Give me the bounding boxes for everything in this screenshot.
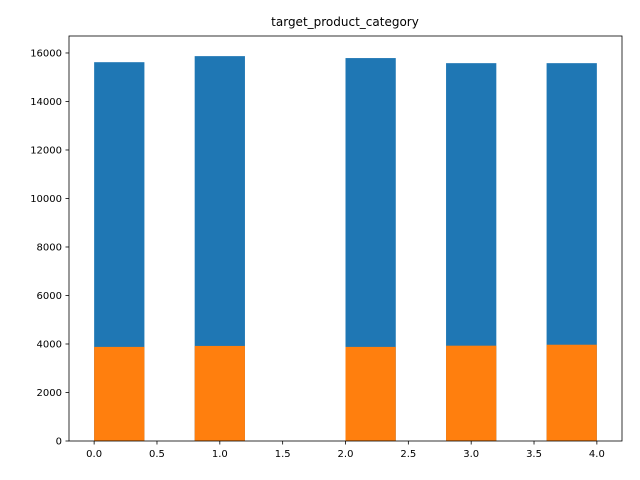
x-tick-label: 1.5 bbox=[275, 449, 291, 460]
x-tick-label: 2.0 bbox=[338, 449, 354, 460]
axes-layer: 0.0 0.5 1.0 1.5 2.0 2.5 3.0 3.5 4.0 0 2000 4000 6000… bbox=[30, 35, 623, 460]
bar-series-1-4 bbox=[546, 344, 597, 441]
x-tick-label: 0.0 bbox=[86, 449, 102, 460]
x-tick-label: 4.0 bbox=[589, 449, 605, 460]
y-tick-label: 10000 bbox=[30, 194, 62, 205]
x-tick-label: 3.0 bbox=[463, 449, 479, 460]
y-tick-label: 16000 bbox=[30, 48, 62, 59]
bars-layer bbox=[94, 56, 597, 441]
y-tick-label: 2000 bbox=[37, 388, 62, 399]
bar-series-1-1 bbox=[194, 345, 245, 441]
y-tick-label: 12000 bbox=[30, 145, 62, 156]
y-tick-label: 4000 bbox=[37, 339, 62, 350]
x-tick-label: 3.5 bbox=[526, 449, 542, 460]
bar-series-1-0 bbox=[94, 346, 145, 441]
y-tick-label: 14000 bbox=[30, 97, 62, 108]
x-tick-label: 0.5 bbox=[149, 449, 165, 460]
y-tick-label: 0 bbox=[56, 437, 62, 448]
x-tick-label: 2.5 bbox=[400, 449, 416, 460]
bar-series-1-2 bbox=[345, 346, 396, 441]
x-tick-label: 1.0 bbox=[212, 449, 228, 460]
y-tick-label: 6000 bbox=[37, 291, 62, 302]
bar-series-1-3 bbox=[446, 345, 497, 441]
chart-title: target_product_category bbox=[271, 15, 419, 29]
y-tick-label: 8000 bbox=[37, 242, 62, 253]
